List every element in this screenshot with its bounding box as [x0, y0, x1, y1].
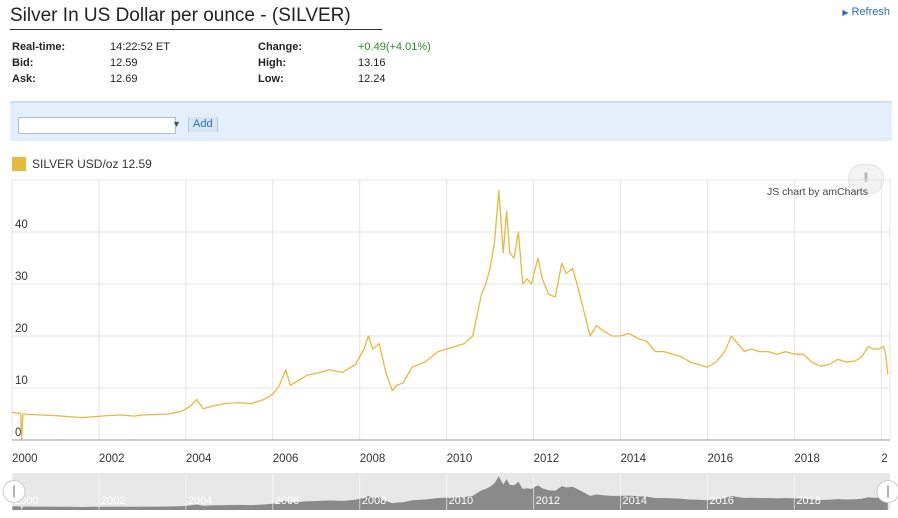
bid-label: Bid: — [12, 57, 34, 69]
download-icon[interactable]: ⬇ — [848, 164, 884, 194]
quote-labels-right: Change: High: Low: — [258, 39, 302, 87]
plot-frame — [11, 179, 891, 441]
compare-toolbar: ▼ Add — [10, 103, 892, 141]
navigator-tick-label: 2004 — [188, 495, 212, 507]
x-tick-label: 2004 — [186, 453, 212, 465]
symbol-search-input[interactable] — [18, 117, 176, 134]
x-tick-label: 2002 — [99, 453, 125, 465]
x-tick-label: 2010 — [447, 453, 473, 465]
navigator-tick-label: 2012 — [536, 495, 560, 507]
ask-label: Ask: — [12, 73, 36, 85]
scrollbar-navigator: 2000 2002 2004 2006 2008 2010 2012 2014 2016 2018 — [2, 473, 898, 510]
y-tick-label: 0 — [15, 427, 21, 439]
change-value: +0.49(+4.01%) — [358, 41, 431, 53]
navigator-tick-label: 2006 — [275, 495, 299, 507]
navigator-tick-label: 2016 — [709, 495, 733, 507]
navigator-tick-label: 2010 — [449, 495, 473, 507]
high-label: High: — [258, 57, 287, 69]
legend-label: SILVER USD/oz 12.59 — [32, 157, 152, 171]
quote-values-right: +0.49(+4.01%) 13.16 12.24 — [358, 39, 431, 87]
y-tick-labels: 0 10 20 30 40 — [15, 219, 28, 439]
page-title: Silver In US Dollar per ounce - (SILVER) — [10, 5, 351, 26]
chevron-down-icon[interactable]: ▼ — [172, 119, 181, 129]
y-tick-label: 30 — [15, 271, 28, 283]
add-button[interactable]: Add — [188, 117, 218, 132]
refresh-label: Refresh — [851, 6, 890, 18]
x-tick-label: 2008 — [360, 453, 386, 465]
navigator-tick-label: 2014 — [623, 495, 647, 507]
bid-value: 12.59 — [110, 57, 138, 69]
quote-values-left: 14:22:52 ET 12.59 12.69 — [110, 39, 170, 87]
title-underline — [10, 29, 382, 30]
realtime-value: 14:22:52 ET — [110, 41, 170, 53]
x-tick-labels: 2000 2002 2004 2006 2008 2010 2012 2014 2016 2018… — [12, 453, 888, 465]
refresh-link[interactable]: ▶ Refresh — [842, 6, 890, 18]
x-tick-label: 2014 — [621, 453, 647, 465]
navigator-tick-label: 2018 — [796, 495, 820, 507]
series-line-silver — [11, 189, 889, 440]
plot-area — [11, 189, 889, 440]
y-tick-label: 40 — [15, 219, 28, 231]
x-tick-label: 2006 — [273, 453, 299, 465]
low-value: 12.24 — [358, 73, 386, 85]
x-tick-label: 2012 — [534, 453, 560, 465]
chart-credit: JS chart by amCharts — [767, 186, 868, 198]
legend-swatch — [12, 157, 26, 171]
x-tick-label: 2016 — [707, 453, 733, 465]
navigator-tick-label: 2008 — [362, 495, 386, 507]
x-tick-label: 2000 — [12, 453, 38, 465]
y-tick-label: 10 — [15, 375, 28, 387]
ask-value: 12.69 — [110, 73, 138, 85]
high-value: 13.16 — [358, 57, 386, 69]
navigator-tick-label: 2002 — [101, 495, 125, 507]
x-tick-label: 2 — [881, 453, 887, 465]
header-separator — [10, 101, 892, 103]
realtime-label: Real-time: — [12, 41, 66, 53]
triangle-right-icon: ▶ — [842, 8, 849, 17]
navigator-area — [12, 476, 888, 510]
change-label: Change: — [258, 41, 302, 53]
y-tick-label: 20 — [15, 323, 28, 335]
low-label: Low: — [258, 73, 284, 85]
x-tick-label: 2018 — [794, 453, 820, 465]
chart-grid — [11, 179, 891, 441]
chart-legend[interactable]: SILVER USD/oz 12.59 — [12, 157, 152, 171]
quote-labels-left: Real-time: Bid: Ask: — [12, 39, 65, 87]
